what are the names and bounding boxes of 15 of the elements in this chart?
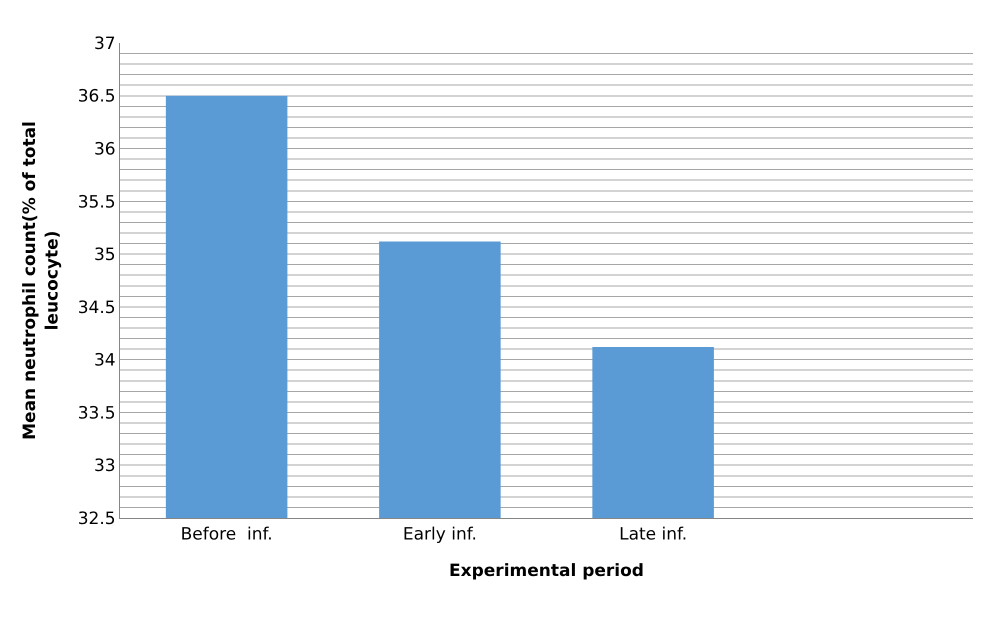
y-tick-label: 36 [94,140,116,160]
y-tick-label: 36.5 [78,86,116,107]
y-tick-label: 37 [94,34,116,54]
y-tick-label: 33.5 [78,403,116,424]
y-tick-label: 35.5 [78,192,116,212]
x-tick-label: Before inf. [180,524,273,544]
x-tick-label: Early inf. [402,524,477,544]
y-tick-label: 34.5 [78,298,116,318]
y-tick-label: 34 [94,350,116,371]
y-axis-title: Mean neutrophil count(% of total leucocyte) [20,121,62,440]
y-tick-label: 33 [94,456,116,476]
y-tick-label: 32.5 [78,508,116,529]
x-axis-title: Experimental period [449,560,644,581]
x-tick-label: Late inf. [619,524,688,544]
y-tick-label: 35 [94,245,116,266]
